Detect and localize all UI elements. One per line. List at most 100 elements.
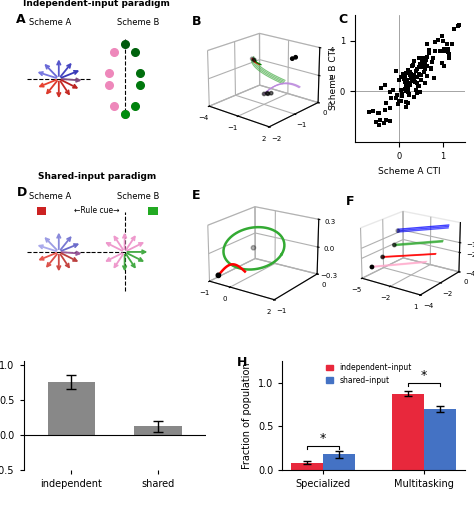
Point (374, 109, 382, 117)
Point (409, 73, 416, 81)
Point (408, 74, 415, 82)
Point (399, 70, 407, 78)
Point (444, 45, 452, 53)
Point (419, 62, 426, 70)
Bar (134, 426, 182, 435)
Point (404, 99, 412, 107)
Point (413, 79, 420, 87)
Point (440, 47, 447, 55)
Text: Scheme B: Scheme B (117, 191, 159, 200)
Point (405, 91, 413, 99)
Text: Shared-input paradigm: Shared-input paradigm (38, 172, 156, 181)
Text: H: H (237, 356, 247, 369)
Point (436, 46, 444, 55)
Point (380, 119, 388, 127)
Point (402, 82, 410, 90)
Point (403, 103, 410, 111)
Point (418, 54, 426, 62)
Y-axis label: Fraction of population: Fraction of population (242, 362, 252, 469)
Point (445, 50, 453, 58)
Point (402, 87, 410, 95)
Bar (291, 463, 323, 470)
Bar (148, 207, 157, 215)
Text: A: A (17, 13, 26, 26)
Point (445, 54, 452, 62)
Point (398, 92, 405, 100)
Point (430, 74, 438, 82)
Text: C: C (338, 13, 347, 26)
Point (414, 82, 421, 90)
Point (382, 81, 389, 89)
Point (395, 100, 402, 108)
Point (421, 60, 428, 68)
Point (419, 58, 426, 66)
Point (450, 25, 458, 33)
Point (410, 75, 418, 83)
Point (387, 93, 394, 102)
Point (423, 62, 430, 70)
Point (404, 68, 412, 76)
Point (455, 21, 463, 29)
Point (393, 91, 401, 99)
Point (386, 88, 393, 96)
Point (406, 71, 414, 79)
Point (423, 72, 431, 80)
Point (412, 86, 420, 94)
Point (416, 60, 423, 68)
Point (418, 54, 426, 62)
Point (397, 73, 405, 81)
Text: *: * (421, 369, 427, 382)
Point (420, 55, 428, 63)
Point (421, 65, 429, 73)
Point (395, 76, 403, 84)
Text: Independent-input paradigm: Independent-input paradigm (23, 0, 170, 8)
Point (375, 121, 383, 129)
Point (382, 116, 390, 124)
Point (455, 22, 462, 30)
Point (403, 76, 410, 84)
Point (420, 68, 428, 76)
Point (428, 59, 436, 67)
Point (420, 59, 428, 67)
Point (440, 45, 448, 53)
Point (407, 70, 414, 78)
Point (413, 65, 420, 73)
Point (416, 70, 423, 78)
Point (444, 46, 451, 55)
Point (397, 97, 404, 105)
Point (444, 48, 451, 57)
Bar (47, 382, 95, 435)
Point (410, 71, 418, 79)
Point (415, 63, 422, 71)
Point (401, 73, 409, 81)
Text: ←Rule cue→: ←Rule cue→ (74, 207, 119, 216)
Point (401, 85, 409, 93)
Bar (424, 409, 456, 470)
Point (410, 61, 417, 69)
Point (427, 65, 435, 73)
Legend: independent–input, shared–input: independent–input, shared–input (323, 360, 415, 388)
Point (404, 88, 411, 96)
Point (407, 81, 414, 89)
Point (438, 32, 446, 40)
Point (405, 79, 412, 87)
Point (424, 40, 431, 48)
Point (429, 54, 437, 62)
Point (392, 67, 400, 75)
Point (409, 76, 416, 84)
Point (396, 97, 403, 105)
Point (393, 90, 401, 98)
Point (402, 70, 410, 78)
Bar (392, 393, 424, 470)
Y-axis label: Scheme B CTI: Scheme B CTI (329, 47, 338, 110)
Point (413, 73, 421, 81)
Point (431, 37, 439, 45)
Point (402, 97, 410, 106)
Point (405, 67, 412, 75)
Point (425, 49, 432, 57)
Point (428, 64, 435, 72)
Point (410, 93, 418, 101)
Point (422, 57, 430, 65)
Point (378, 84, 385, 92)
Text: E: E (191, 188, 200, 201)
